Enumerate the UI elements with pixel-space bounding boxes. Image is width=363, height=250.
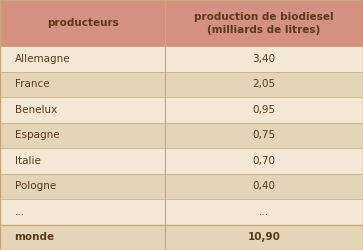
Bar — [0, 46, 363, 72]
Text: Allemagne: Allemagne — [15, 54, 70, 64]
Bar — [0, 199, 363, 224]
Bar — [0, 97, 363, 123]
Text: producteurs: producteurs — [47, 18, 118, 28]
Text: 10,90: 10,90 — [248, 232, 281, 242]
Text: Italie: Italie — [15, 156, 40, 166]
Text: Benelux: Benelux — [15, 105, 57, 115]
Text: 0,75: 0,75 — [253, 130, 276, 140]
Text: 2,05: 2,05 — [253, 80, 276, 90]
Bar — [0, 123, 363, 148]
Text: ...: ... — [15, 207, 25, 217]
Text: Espagne: Espagne — [15, 130, 59, 140]
Bar — [0, 0, 363, 46]
Text: ...: ... — [259, 207, 269, 217]
Text: France: France — [15, 80, 49, 90]
Bar — [0, 174, 363, 199]
Text: production de biodiesel
(milliards de litres): production de biodiesel (milliards de li… — [194, 12, 334, 35]
Text: 0,70: 0,70 — [253, 156, 276, 166]
Text: 0,95: 0,95 — [253, 105, 276, 115]
Text: 3,40: 3,40 — [253, 54, 276, 64]
Bar — [0, 72, 363, 97]
Text: Pologne: Pologne — [15, 181, 56, 191]
Bar — [0, 148, 363, 174]
Text: 0,40: 0,40 — [253, 181, 276, 191]
Text: monde: monde — [15, 232, 55, 242]
Bar — [0, 224, 363, 250]
